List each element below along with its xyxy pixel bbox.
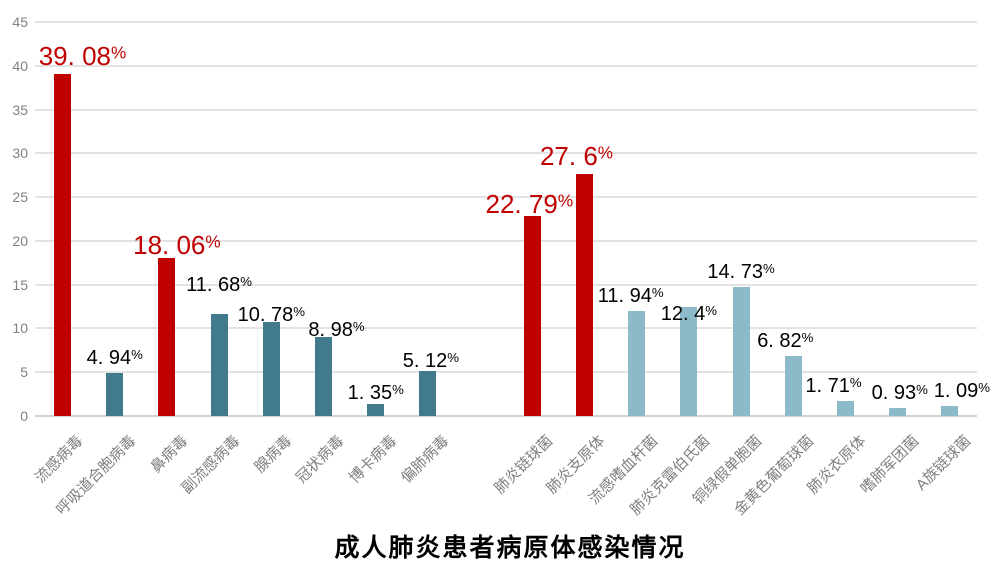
percent-sign: %	[763, 261, 775, 276]
bar	[889, 407, 907, 416]
data-label: 1. 35%	[347, 382, 404, 405]
gridline	[35, 64, 977, 67]
gridline	[35, 415, 977, 417]
y-axis-tick-label: 40	[12, 57, 28, 74]
gridline	[35, 327, 977, 330]
y-axis-tick-label: 20	[12, 232, 28, 249]
chart-title: 成人肺炎患者病原体感染情况	[334, 534, 686, 562]
percent-sign: %	[352, 319, 365, 335]
gridline	[35, 152, 977, 155]
category-label: 流感病毒	[32, 432, 87, 487]
data-label: 0. 93%	[871, 381, 928, 404]
category-label: 博卡病毒	[345, 432, 401, 487]
data-label: 6. 82%	[757, 330, 814, 353]
data-label: 12. 4%	[660, 303, 717, 326]
percent-sign: %	[392, 382, 404, 398]
y-axis-tick-label: 10	[12, 320, 28, 337]
data-label: 11. 68%	[186, 273, 253, 296]
y-axis-tick-label: 35	[12, 101, 28, 118]
y-axis-tick-label: 15	[12, 276, 28, 293]
y-axis-tick-label: 0	[20, 408, 28, 424]
percent-sign: %	[978, 380, 990, 396]
percent-sign: %	[447, 350, 459, 366]
bar	[941, 406, 959, 416]
data-label: 14. 73%	[707, 261, 775, 284]
data-label: 18. 06%	[133, 229, 221, 260]
gridline	[35, 371, 977, 374]
bar	[367, 404, 385, 416]
percent-sign: %	[205, 231, 221, 252]
category-label: 冠状病毒	[293, 432, 348, 487]
bar	[210, 313, 228, 416]
percent-sign: %	[131, 346, 143, 362]
data-label: 22. 79%	[485, 189, 574, 220]
bar	[54, 73, 71, 416]
category-label: A族链球菌	[912, 432, 975, 494]
percent-sign: %	[293, 303, 305, 319]
percent-sign: %	[557, 190, 574, 211]
percent-sign: %	[240, 273, 253, 289]
bar	[262, 321, 280, 416]
y-axis-tick-label: 45	[12, 13, 28, 30]
data-label: 39. 08%	[38, 40, 127, 71]
gridline	[35, 239, 977, 242]
y-axis-tick-label: 30	[12, 145, 28, 162]
bar	[732, 287, 750, 416]
data-label: 4. 94%	[86, 346, 143, 369]
bar	[419, 371, 437, 416]
percent-sign: %	[849, 375, 862, 390]
bar	[837, 401, 854, 416]
bar	[628, 311, 646, 416]
gridline	[35, 283, 977, 286]
percent-sign: %	[705, 303, 717, 319]
gridline	[35, 108, 977, 111]
data-label: 27. 6%	[539, 141, 614, 172]
data-label: 5. 12%	[402, 350, 459, 373]
percent-sign: %	[597, 142, 614, 163]
data-label: 10. 78%	[237, 303, 305, 326]
bar	[315, 337, 332, 416]
y-axis-tick-label: 5	[20, 364, 28, 381]
data-label: 11. 94%	[597, 285, 664, 308]
bar	[680, 307, 698, 416]
category-label: 鼻病毒	[147, 432, 192, 477]
category-label: 腺病毒	[251, 432, 296, 477]
gridline	[35, 20, 977, 23]
y-axis-tick-label: 25	[12, 189, 28, 206]
bar	[106, 372, 124, 416]
data-label: 8. 98%	[308, 319, 365, 342]
percent-sign: %	[801, 330, 814, 346]
bar	[784, 356, 802, 416]
bar	[523, 216, 541, 416]
percent-sign: %	[916, 381, 928, 397]
gridline	[35, 196, 977, 199]
category-label: 偏肺病毒	[397, 432, 453, 487]
percent-sign: %	[111, 42, 127, 63]
data-label: 1. 09%	[933, 380, 990, 403]
bar	[576, 174, 593, 416]
bar	[158, 257, 176, 416]
data-label: 1. 71%	[805, 375, 862, 398]
percent-sign: %	[651, 285, 664, 301]
